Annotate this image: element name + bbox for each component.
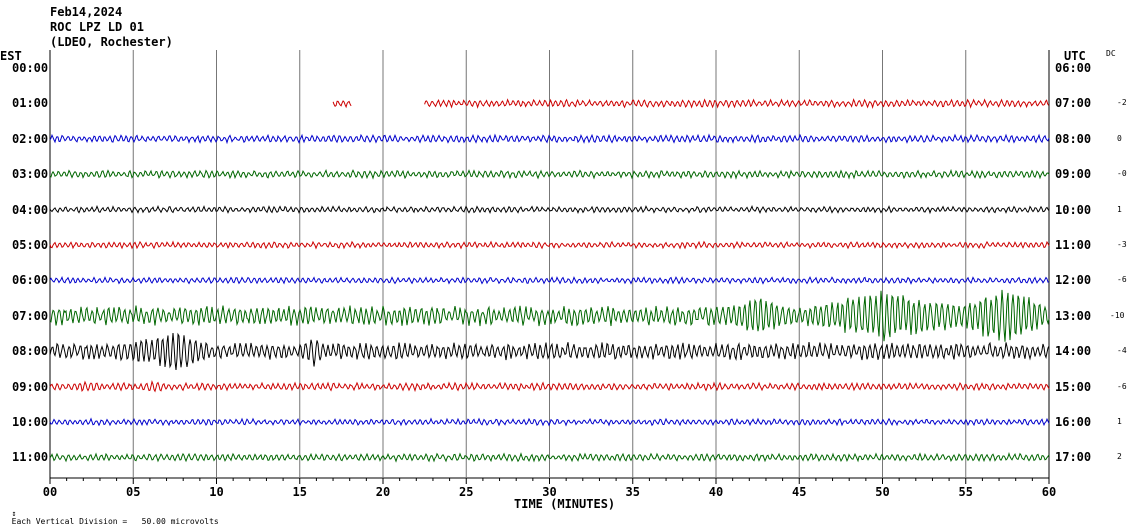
scale-icon: ↕ — [11, 509, 17, 518]
est-row-label: 01:00 — [12, 96, 49, 111]
seismic-trace — [49, 379, 1050, 393]
dc-row-label: -3 — [1117, 240, 1127, 249]
x-tick-label: 35 — [626, 485, 640, 499]
seismic-trace — [332, 100, 352, 109]
dc-row-label: -2 — [1117, 98, 1127, 108]
dc-row-label: -6 — [1117, 381, 1127, 391]
utc-row-label: 11:00 — [1055, 238, 1092, 252]
seismic-trace — [49, 417, 1050, 427]
utc-row-label: 06:00 — [1055, 61, 1092, 75]
scale-footnote-text: Each Vertical Division = 50.00 microvolt… — [11, 517, 219, 526]
est-row-label: 10:00 — [12, 415, 49, 429]
scale-footnote: ↕ Each Vertical Division = 50.00 microvo… — [2, 502, 219, 526]
seismic-trace — [49, 332, 1050, 371]
chart-date: Feb14,2024 — [50, 5, 123, 19]
dc-row-label: -10 — [1110, 310, 1125, 320]
utc-row-label: 09:00 — [1055, 167, 1092, 182]
seismic-trace — [49, 168, 1050, 180]
seismic-trace — [49, 276, 1050, 285]
traces — [49, 98, 1050, 463]
x-tick-label: 15 — [293, 485, 307, 499]
dc-row-label: 2 — [1117, 452, 1122, 462]
est-row-label: 00:00 — [12, 61, 49, 75]
est-row-label: 04:00 — [12, 202, 49, 217]
est-row-label: 11:00 — [12, 450, 49, 465]
utc-row-label: 10:00 — [1055, 202, 1092, 217]
utc-row-label: 14:00 — [1055, 344, 1092, 359]
x-tick-label: 60 — [1042, 485, 1056, 499]
utc-row-label: 07:00 — [1055, 96, 1092, 111]
utc-row-label: 16:00 — [1055, 415, 1092, 429]
x-tick-label: 55 — [959, 485, 973, 499]
est-row-label: 02:00 — [12, 131, 49, 146]
est-row-label: 08:00 — [12, 344, 49, 359]
est-row-label: 05:00 — [12, 238, 49, 252]
seismic-trace — [49, 133, 1050, 145]
x-tick-label: 05 — [126, 485, 140, 499]
utc-row-label: 08:00 — [1055, 131, 1092, 146]
x-tick-label: 30 — [542, 485, 556, 499]
est-row-label: 07:00 — [12, 308, 49, 323]
seismic-trace — [49, 205, 1050, 215]
grid — [49, 50, 1050, 479]
seismic-trace — [49, 240, 1050, 250]
seismic-trace — [49, 289, 1050, 342]
utc-axis-title: UTC — [1064, 49, 1086, 63]
dc-row-label: -6 — [1117, 275, 1127, 285]
x-tick-label: 10 — [209, 485, 223, 499]
est-row-label: 03:00 — [12, 167, 49, 182]
seismic-trace — [49, 451, 1050, 463]
station-name: ROC LPZ LD 01 — [50, 20, 144, 34]
network-name: (LDEO, Rochester) — [50, 35, 173, 49]
utc-row-label: 13:00 — [1055, 308, 1092, 323]
dc-axis-title: DC — [1106, 49, 1116, 58]
x-ticks: 00 05 10 15 20 25 30 35 40 45 50 55 60 — [43, 478, 1056, 499]
x-tick-label: 25 — [459, 485, 473, 499]
x-axis-title: TIME (MINUTES) — [514, 497, 616, 511]
utc-row-label: 12:00 — [1055, 273, 1092, 288]
dc-row-label: 1 — [1117, 204, 1122, 214]
dc-row-label: 1 — [1117, 417, 1122, 426]
est-row-label: 06:00 — [12, 273, 49, 288]
dc-row-label: -0 — [1117, 169, 1127, 179]
utc-row-label: 17:00 — [1055, 450, 1092, 465]
x-tick-label: 50 — [875, 485, 889, 499]
est-row-label: 09:00 — [12, 379, 49, 394]
est-axis-title: EST — [0, 49, 22, 63]
seismic-trace — [424, 98, 1050, 109]
dc-row-label: -4 — [1117, 346, 1127, 356]
x-tick-label: 20 — [376, 485, 390, 499]
x-tick-label: 40 — [709, 485, 723, 499]
x-tick-label: 45 — [792, 485, 806, 499]
x-tick-label: 00 — [43, 485, 57, 499]
dc-row-label: 0 — [1117, 133, 1122, 143]
utc-row-label: 15:00 — [1055, 379, 1092, 394]
